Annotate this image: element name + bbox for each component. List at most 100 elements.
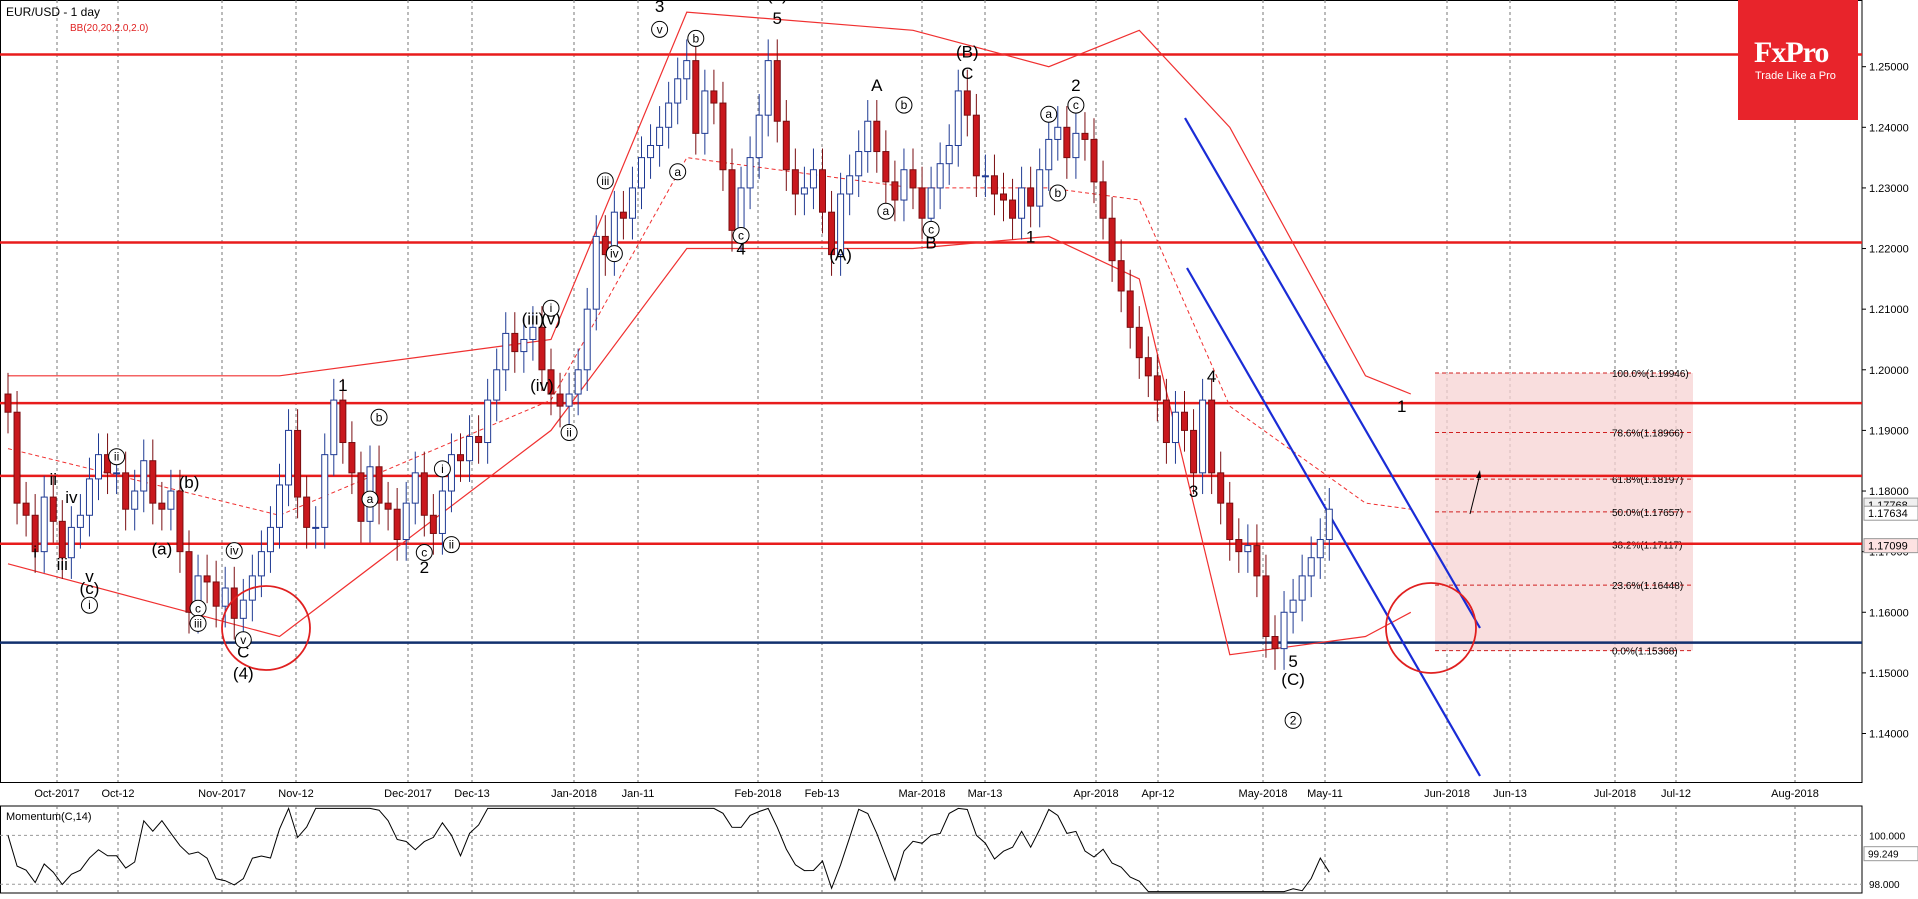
y-tick-label: 1.19000 (1869, 425, 1909, 437)
candle (728, 169, 736, 231)
candle (1126, 290, 1134, 328)
candle (701, 90, 709, 134)
x-tick-label: Jun-2018 (1424, 788, 1470, 800)
wave-label: 5 (773, 9, 782, 28)
candle (58, 520, 66, 559)
candle (1018, 187, 1026, 219)
candle (1054, 126, 1062, 140)
candle (936, 163, 944, 189)
candle (1217, 472, 1225, 504)
y-tick-label: 1.23000 (1869, 183, 1909, 195)
projection-arrow (1469, 477, 1480, 515)
wave-label-circle (415, 543, 433, 561)
wave-label-circled: v (657, 22, 663, 36)
wave-label-circled: i (88, 598, 91, 612)
candle (1144, 357, 1152, 377)
candle (710, 90, 718, 104)
wave-label: (iv) (530, 376, 554, 395)
fib-level-label: 78.6%(1.18966) (1612, 428, 1683, 439)
wave-label-circle (361, 490, 379, 508)
candle (1135, 326, 1143, 359)
x-tick-label: Jan-2018 (551, 788, 597, 800)
wave-label: 2 (420, 558, 429, 577)
candle (1162, 399, 1170, 444)
wave-label-circled: a (674, 165, 681, 179)
wave-label-circle (225, 542, 243, 560)
candle (1090, 138, 1098, 183)
candle (239, 599, 247, 619)
wave-label-circled: i (550, 301, 553, 315)
wave-label-circled: a (1045, 107, 1052, 121)
wave-label-circled: ii (566, 425, 571, 439)
x-tick-label: Apr-12 (1141, 788, 1174, 800)
x-tick-label: Aug-2018 (1771, 788, 1819, 800)
x-tick-label: Oct-12 (101, 788, 134, 800)
wave-label-circle (922, 220, 940, 238)
wave-label-circled: 2 (1290, 713, 1297, 727)
wave-label: 1 (1026, 227, 1035, 246)
wave-label-circle (895, 96, 913, 114)
price-label-box (1863, 505, 1918, 521)
wave-label-circle (877, 202, 895, 220)
wave-label: (a) (151, 540, 172, 559)
candle (429, 514, 437, 534)
price-label: 1.17099 (1868, 541, 1908, 553)
candle (773, 60, 781, 122)
wave-label: C (961, 64, 973, 83)
wave-label: 3 (655, 0, 664, 16)
candle (149, 460, 157, 504)
wave-label-circle (442, 536, 460, 554)
candle (1153, 375, 1161, 401)
candle (1045, 138, 1053, 171)
candle (1099, 181, 1107, 219)
candle (963, 90, 971, 116)
candle (131, 490, 139, 510)
fib-level-label: 0.0%(1.15368) (1612, 647, 1678, 658)
y-tick-label: 1.22000 (1869, 244, 1909, 256)
candle (1244, 545, 1252, 553)
x-tick-label: Jun-13 (1493, 788, 1527, 800)
candle (85, 478, 93, 516)
wave-label-circled: a (883, 204, 890, 218)
candle (981, 175, 989, 178)
wave-label-circle (1067, 96, 1085, 114)
candle (692, 60, 700, 134)
wave-label: 3 (1189, 482, 1198, 501)
candle (1190, 429, 1198, 474)
candle (511, 332, 519, 353)
momentum-panel-border (0, 805, 1863, 894)
candle (945, 144, 953, 165)
y-tick-label: 1.25000 (1869, 62, 1909, 74)
candle (1009, 199, 1017, 219)
candle (1000, 193, 1007, 201)
candle (1280, 611, 1288, 650)
candle (1289, 599, 1297, 613)
y-tick-label: 1.18000 (1869, 486, 1909, 498)
candle (1262, 575, 1270, 638)
candle (1199, 399, 1207, 474)
wave-label-circle (370, 408, 388, 426)
candle (647, 144, 655, 159)
wave-label: 2 (1071, 76, 1080, 95)
candle (113, 472, 121, 475)
wave-label: 1 (338, 376, 347, 395)
wave-label: (B) (956, 43, 979, 62)
candle (493, 369, 501, 401)
candle (294, 429, 302, 498)
wave-label-circle (669, 163, 687, 181)
wave-label-circle (605, 245, 623, 263)
candle (330, 399, 338, 456)
x-tick-label: Dec-13 (454, 788, 489, 800)
candle (674, 78, 682, 104)
wave-label-circle (596, 172, 614, 190)
candle (1316, 539, 1324, 559)
y-tick-label: 1.16000 (1869, 607, 1909, 619)
candle (375, 466, 383, 504)
candle (1325, 508, 1333, 541)
candle (257, 551, 265, 577)
candle (900, 169, 908, 201)
wave-label-circle (80, 596, 98, 614)
candle (312, 526, 320, 529)
candle (76, 514, 84, 528)
y-tick-label: 1.15000 (1869, 668, 1909, 680)
